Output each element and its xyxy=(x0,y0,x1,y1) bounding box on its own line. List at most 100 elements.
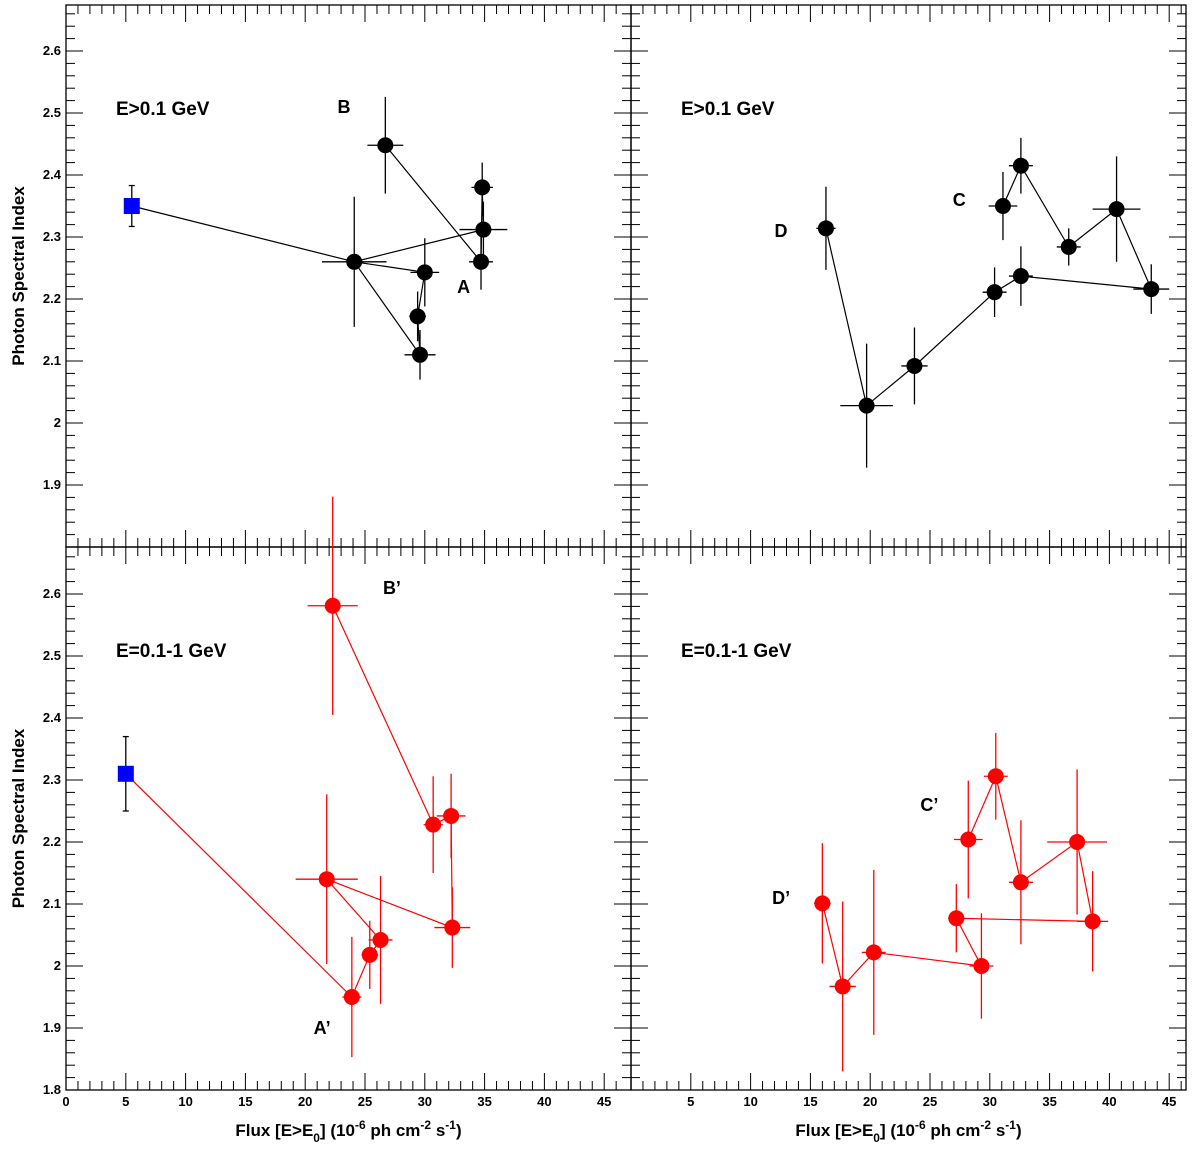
data-point xyxy=(475,221,492,238)
data-point xyxy=(1108,201,1125,218)
y-tick-label: 2.5 xyxy=(43,105,61,120)
y-axis-label: Photon Spectral Index xyxy=(9,728,28,908)
data-point xyxy=(1012,268,1029,285)
plot-frame xyxy=(65,4,632,548)
x-tick-label: 35 xyxy=(477,1094,491,1109)
y-tick-label: 1.9 xyxy=(43,477,61,492)
data-point xyxy=(361,946,378,963)
data-point xyxy=(1069,834,1086,850)
data-point xyxy=(474,179,491,196)
panel-title: E>0.1 GeV xyxy=(681,99,775,120)
x-axis-label-part: ] (10 xyxy=(320,1121,355,1140)
data-point xyxy=(1084,913,1101,930)
x-axis-label-part: Flux [E>E xyxy=(795,1121,873,1140)
x-axis-label-part: -1 xyxy=(445,1118,456,1132)
series-line xyxy=(825,164,1153,407)
data-point xyxy=(444,919,461,936)
data-point xyxy=(346,253,363,270)
x-tick-label: 45 xyxy=(1162,1094,1176,1109)
data-point-square xyxy=(123,198,140,214)
annotation-label: C xyxy=(953,190,966,210)
x-tick-label: 35 xyxy=(1042,1094,1056,1109)
panel-title: E=0.1-1 GeV xyxy=(681,641,792,662)
x-tick-label: 5 xyxy=(122,1094,129,1109)
x-tick-label: 15 xyxy=(803,1094,817,1109)
y-tick-label: 2.4 xyxy=(43,710,62,725)
annotation-label: B xyxy=(337,97,350,117)
annotation-label: A’ xyxy=(314,1018,331,1038)
data-point xyxy=(1012,157,1029,174)
data-point xyxy=(986,284,1003,301)
data-point xyxy=(324,597,341,614)
plot-frame xyxy=(630,546,1187,1091)
data-point-square xyxy=(117,765,134,782)
data-point xyxy=(858,397,875,414)
panel-title: E=0.1-1 GeV xyxy=(116,641,227,662)
x-axis-label-part: -2 xyxy=(980,1118,991,1132)
x-axis-label-part: -1 xyxy=(1005,1118,1016,1132)
data-point xyxy=(948,910,965,927)
x-axis-label-part: -6 xyxy=(355,1118,366,1132)
x-axis-label-part: 0 xyxy=(873,1131,880,1145)
x-tick-label: 25 xyxy=(923,1094,937,1109)
y-tick-label: 2.3 xyxy=(43,772,61,787)
x-tick-label: 5 xyxy=(687,1094,694,1109)
plot-frame xyxy=(65,546,632,1091)
data-point xyxy=(834,978,851,995)
y-tick-label: 2.1 xyxy=(43,896,61,911)
y-tick-label: 2.4 xyxy=(43,167,62,182)
x-tick-label: 25 xyxy=(358,1094,372,1109)
x-tick-label: 20 xyxy=(298,1094,312,1109)
annotation-label: A xyxy=(457,277,470,297)
x-axis-label-part: ) xyxy=(456,1121,462,1140)
x-axis-label: Flux [E>E0] (10-6 ph cm-2 s-1) xyxy=(795,1118,1021,1145)
panel-top-left: 1.9 2 2.1 2.2 2.3 2.4 2.5 2.6 E>0.1 GeV B A xyxy=(43,4,632,548)
annotation-label: C’ xyxy=(920,795,938,815)
x-axis-label-part: ph cm xyxy=(366,1121,421,1140)
y-tick-label: 2 xyxy=(54,415,61,430)
data-point xyxy=(416,264,433,281)
data-point xyxy=(973,958,990,974)
x-tick-label: 0 xyxy=(62,1094,69,1109)
annotation-label: D xyxy=(775,221,788,241)
data-point xyxy=(1012,874,1029,891)
x-tick-label: 20 xyxy=(863,1094,877,1109)
x-axis-label-part: s xyxy=(431,1121,445,1140)
data-point xyxy=(865,944,882,961)
x-axis-label-part: ) xyxy=(1016,1121,1022,1140)
data-point xyxy=(343,989,360,1005)
series-line xyxy=(131,144,485,357)
data-point xyxy=(906,357,923,374)
data-point xyxy=(1143,281,1160,298)
data-point xyxy=(412,346,429,363)
ticks xyxy=(631,547,1186,1090)
x-tick-label: 30 xyxy=(983,1094,997,1109)
y-tick-label: 2.2 xyxy=(43,834,61,849)
y-tick-label: 2.1 xyxy=(43,353,61,368)
data-point xyxy=(443,807,460,824)
x-axis-label-part: -2 xyxy=(420,1118,431,1132)
x-axis-label-part: ph cm xyxy=(926,1121,981,1140)
data-point xyxy=(1060,238,1077,255)
data-point xyxy=(814,895,831,912)
y-tick-label: 2.6 xyxy=(43,586,61,601)
ticks xyxy=(66,5,631,547)
plot-frame xyxy=(630,4,1187,548)
y-tick-label: 2 xyxy=(54,958,61,973)
data-point xyxy=(817,220,834,237)
ticks xyxy=(631,5,1186,547)
x-axis-label-part: s xyxy=(991,1121,1005,1140)
panel-top-right: E>0.1 GeV D C xyxy=(630,4,1187,548)
x-axis-label-part: -6 xyxy=(915,1118,926,1132)
data-point xyxy=(409,308,426,325)
x-tick-label: 30 xyxy=(418,1094,432,1109)
series-line xyxy=(125,605,453,999)
y-tick-label: 1.9 xyxy=(43,1020,61,1035)
data-point xyxy=(473,253,490,270)
y-tick-label: 2.6 xyxy=(43,43,61,58)
panel-bottom-right: 5 10 15 20 25 30 35 40 45 E=0.1-1 GeV D’ C’ xyxy=(630,546,1187,1109)
x-tick-label: 10 xyxy=(178,1094,192,1109)
panel-bottom-left: 1.8 1.9 2 2.1 2.2 2.3 2.4 2.5 2.6 0 5 10 15 20 25 30 35 4… xyxy=(43,496,632,1109)
x-axis-label: Flux [E>E0] (10-6 ph cm-2 s-1) xyxy=(235,1118,461,1145)
